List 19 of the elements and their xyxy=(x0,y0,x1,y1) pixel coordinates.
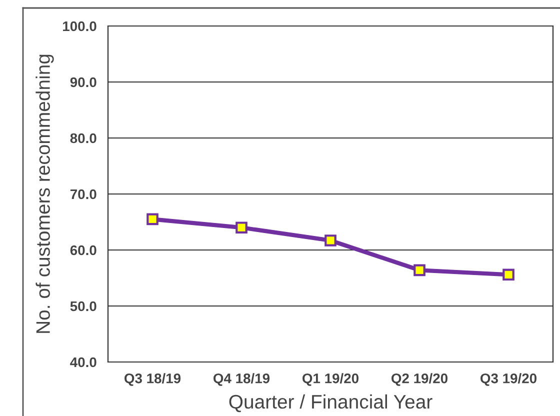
x-axis-title: Quarter / Financial Year xyxy=(229,394,432,412)
point xyxy=(324,234,336,246)
point xyxy=(236,222,248,234)
point xyxy=(502,268,514,281)
y-tick-label: 50.0 xyxy=(70,301,96,312)
x-tick-label: Q2 19/20 xyxy=(392,373,448,386)
y-tick-label: 60.0 xyxy=(70,245,96,256)
y-tick-label: 90.0 xyxy=(70,77,96,88)
y-tick-label: 80.0 xyxy=(70,133,96,144)
x-tick-label: Q3 19/20 xyxy=(480,373,537,386)
y-tick-label: 100.0 xyxy=(63,21,96,32)
x-tick-label: Q4 18/19 xyxy=(214,373,270,386)
y-tick-label: 70.0 xyxy=(70,189,96,200)
point xyxy=(414,264,426,276)
point xyxy=(146,213,158,226)
y-tick-label: 40.0 xyxy=(70,357,96,368)
x-tick-label: Q3 18/19 xyxy=(124,373,181,386)
y-axis-title: No. of customers recommedning xyxy=(36,54,54,333)
x-tick-label: Q1 19/20 xyxy=(302,373,359,386)
